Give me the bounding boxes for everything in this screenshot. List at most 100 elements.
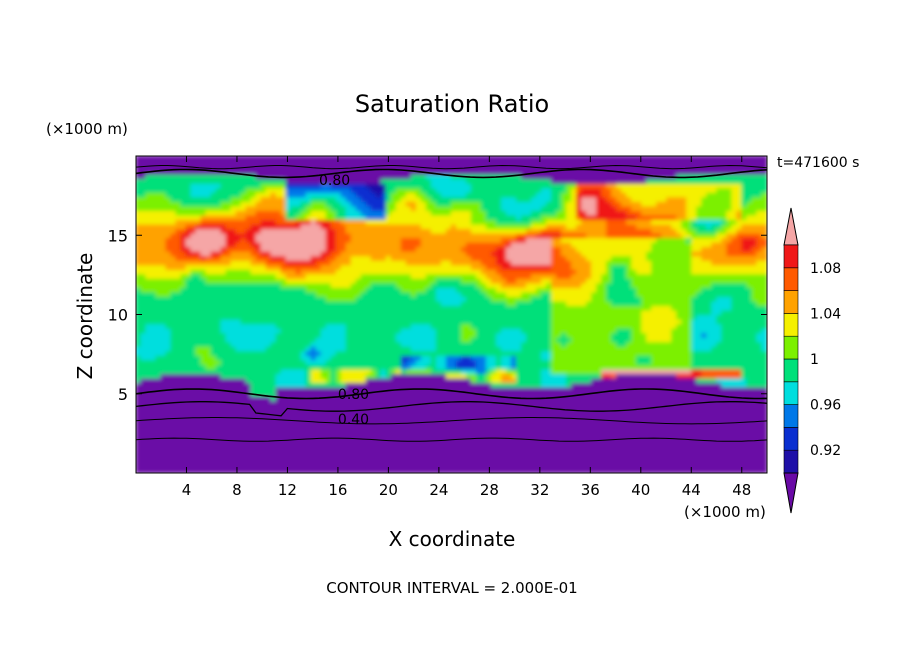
field-cell: [150, 309, 157, 316]
field-cell: [435, 218, 443, 225]
field-cell: [285, 327, 292, 334]
field-cell: [380, 168, 387, 175]
field-cell: [150, 268, 157, 275]
field-cell: [455, 359, 463, 365]
field-cell: [420, 268, 428, 275]
field-cell: [200, 232, 207, 239]
field-cell: [455, 427, 463, 433]
field-cell: [210, 341, 217, 347]
field-cell: [405, 300, 413, 307]
field-cell: [365, 422, 372, 429]
field-cell: [245, 436, 252, 442]
field-cell: [310, 159, 317, 166]
field-cell: [465, 404, 473, 411]
field-cell: [475, 332, 483, 338]
field-cell: [215, 368, 222, 374]
field-cell: [375, 268, 382, 275]
field-cell: [285, 250, 292, 257]
field-cell: [300, 354, 307, 361]
field-cell: [360, 467, 367, 473]
field-cell: [475, 227, 483, 234]
field-cell: [220, 395, 227, 402]
field-cell: [450, 218, 458, 225]
field-cell: [490, 390, 498, 397]
field-cell: [325, 436, 332, 442]
field-cell: [250, 232, 257, 239]
field-cell: [170, 318, 177, 325]
field-cell: [400, 332, 408, 338]
field-cell: [280, 381, 287, 388]
field-cell: [260, 313, 267, 320]
field-cell: [325, 182, 332, 189]
field-cell: [335, 250, 342, 257]
field-cell: [190, 245, 197, 252]
field-cell: [450, 336, 458, 343]
field-cell: [355, 440, 362, 447]
field-cell: [235, 268, 242, 275]
field-cell: [205, 291, 212, 297]
field-cell: [250, 318, 257, 325]
field-cell: [240, 156, 247, 162]
field-cell: [170, 277, 177, 284]
field-cell: [175, 286, 182, 293]
field-cell: [440, 232, 448, 239]
field-cell: [295, 454, 302, 461]
field-cell: [150, 381, 157, 388]
field-cell: [460, 427, 468, 433]
field-cell: [420, 273, 428, 279]
field-cell: [245, 354, 252, 361]
field-cell: [310, 386, 317, 393]
field-cell: [290, 277, 297, 284]
field-cell: [195, 463, 202, 470]
field-cell: [240, 295, 247, 302]
field-cell: [325, 273, 332, 279]
field-cell: [270, 182, 277, 189]
field-cell: [190, 168, 197, 175]
field-cell: [175, 454, 182, 461]
field-cell: [165, 200, 172, 207]
field-cell: [200, 327, 207, 334]
field-cell: [465, 159, 473, 166]
field-cell: [315, 156, 322, 162]
field-cell: [350, 250, 357, 257]
field-cell: [200, 427, 207, 433]
field-cell: [475, 467, 483, 473]
field-cell: [235, 291, 242, 297]
field-cell: [395, 359, 403, 365]
field-cell: [380, 259, 387, 266]
field-cell: [345, 359, 352, 365]
field-cell: [485, 363, 493, 370]
field-cell: [410, 277, 418, 284]
field-cell: [405, 182, 413, 189]
field-cell: [450, 191, 458, 198]
field-cell: [440, 168, 448, 175]
field-cell: [490, 395, 498, 402]
field-cell: [145, 295, 152, 302]
field-cell: [465, 395, 473, 402]
field-cell: [470, 291, 478, 297]
field-cell: [270, 268, 277, 275]
field-cell: [275, 187, 282, 193]
field-cell: [145, 318, 152, 325]
field-cell: [485, 313, 493, 320]
field-cell: [235, 427, 242, 433]
field-cell: [190, 250, 197, 257]
field-cell: [290, 218, 297, 225]
field-cell: [160, 449, 167, 456]
field-cell: [175, 413, 182, 420]
field-cell: [395, 259, 403, 266]
field-cell: [345, 156, 352, 162]
field-cell: [265, 291, 272, 297]
field-cell: [190, 363, 197, 370]
field-cell: [450, 295, 458, 302]
field-cell: [490, 467, 498, 473]
field-cell: [405, 273, 413, 279]
field-cell: [415, 409, 423, 415]
field-cell: [265, 372, 272, 379]
field-cell: [145, 440, 152, 447]
field-cell: [395, 354, 403, 361]
field-cell: [275, 467, 282, 473]
field-cell: [470, 173, 478, 180]
field-cell: [175, 409, 182, 415]
field-cell: [285, 259, 292, 266]
